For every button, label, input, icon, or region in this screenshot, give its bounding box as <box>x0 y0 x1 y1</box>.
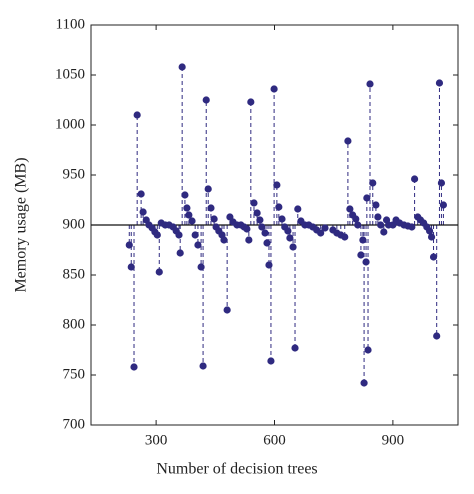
marker <box>344 137 352 145</box>
marker <box>270 85 278 93</box>
marker <box>289 243 297 251</box>
marker <box>352 215 360 223</box>
marker <box>374 213 382 221</box>
y-tick-label: 850 <box>63 266 86 282</box>
marker <box>245 236 253 244</box>
marker <box>275 203 283 211</box>
marker <box>346 205 354 213</box>
marker <box>258 223 266 231</box>
marker <box>253 209 261 217</box>
y-tick-label: 1000 <box>55 116 85 132</box>
marker <box>354 221 362 229</box>
y-tick-label: 800 <box>63 316 86 332</box>
x-tick-label: 900 <box>382 432 405 448</box>
marker <box>433 332 441 340</box>
marker <box>284 227 292 235</box>
marker <box>191 231 199 239</box>
marker <box>286 234 294 242</box>
marker <box>181 191 189 199</box>
marker <box>363 194 371 202</box>
marker <box>377 221 385 229</box>
marker <box>425 227 434 235</box>
marker <box>183 204 191 212</box>
x-tick-label: 600 <box>263 432 286 448</box>
marker <box>127 263 135 271</box>
marker <box>133 111 141 119</box>
marker <box>197 263 205 271</box>
x-axis-label: Number of decision trees <box>156 461 317 478</box>
marker <box>321 224 329 232</box>
marker <box>439 201 447 209</box>
marker <box>410 175 419 183</box>
marker <box>369 179 377 187</box>
marker <box>273 181 281 189</box>
marker <box>194 241 202 249</box>
marker <box>202 96 210 104</box>
marker <box>137 190 145 198</box>
marker <box>341 233 349 241</box>
y-tick-label: 900 <box>63 216 86 232</box>
marker <box>294 205 302 213</box>
marker <box>153 231 161 239</box>
marker <box>139 208 147 216</box>
marker <box>278 215 286 223</box>
marker <box>220 236 228 244</box>
marker <box>357 251 365 259</box>
marker <box>267 357 275 365</box>
marker <box>359 236 367 244</box>
marker <box>429 253 438 261</box>
marker <box>366 80 374 88</box>
marker <box>178 63 186 71</box>
marker <box>380 228 388 236</box>
y-tick-label: 1100 <box>56 16 85 32</box>
marker <box>247 98 255 106</box>
marker <box>204 185 212 193</box>
y-tick-label: 950 <box>63 166 86 182</box>
marker <box>362 258 370 266</box>
y-tick-label: 1050 <box>55 66 85 82</box>
marker <box>250 199 258 207</box>
marker <box>360 379 368 387</box>
marker <box>130 363 138 371</box>
marker <box>223 306 231 314</box>
marker <box>364 346 372 354</box>
marker <box>261 229 269 237</box>
marker <box>243 225 251 233</box>
marker <box>317 229 325 237</box>
marker <box>372 201 380 209</box>
y-tick-label: 750 <box>63 366 86 382</box>
marker <box>176 249 184 257</box>
marker <box>263 239 271 247</box>
y-axis-label: Memory usage (MB) <box>13 157 30 292</box>
marker <box>435 79 444 87</box>
marker <box>265 261 273 269</box>
marker <box>408 223 416 231</box>
marker <box>125 241 133 249</box>
marker <box>427 233 436 241</box>
marker <box>256 216 264 224</box>
y-tick-label: 700 <box>63 416 86 432</box>
marker <box>210 215 218 223</box>
marker <box>199 362 207 370</box>
x-tick-label: 300 <box>145 432 168 448</box>
marker <box>207 204 215 212</box>
marker <box>185 211 193 219</box>
marker <box>155 268 163 276</box>
marker <box>188 217 196 225</box>
marker <box>291 344 299 352</box>
marker <box>175 231 183 239</box>
marker <box>437 179 446 187</box>
